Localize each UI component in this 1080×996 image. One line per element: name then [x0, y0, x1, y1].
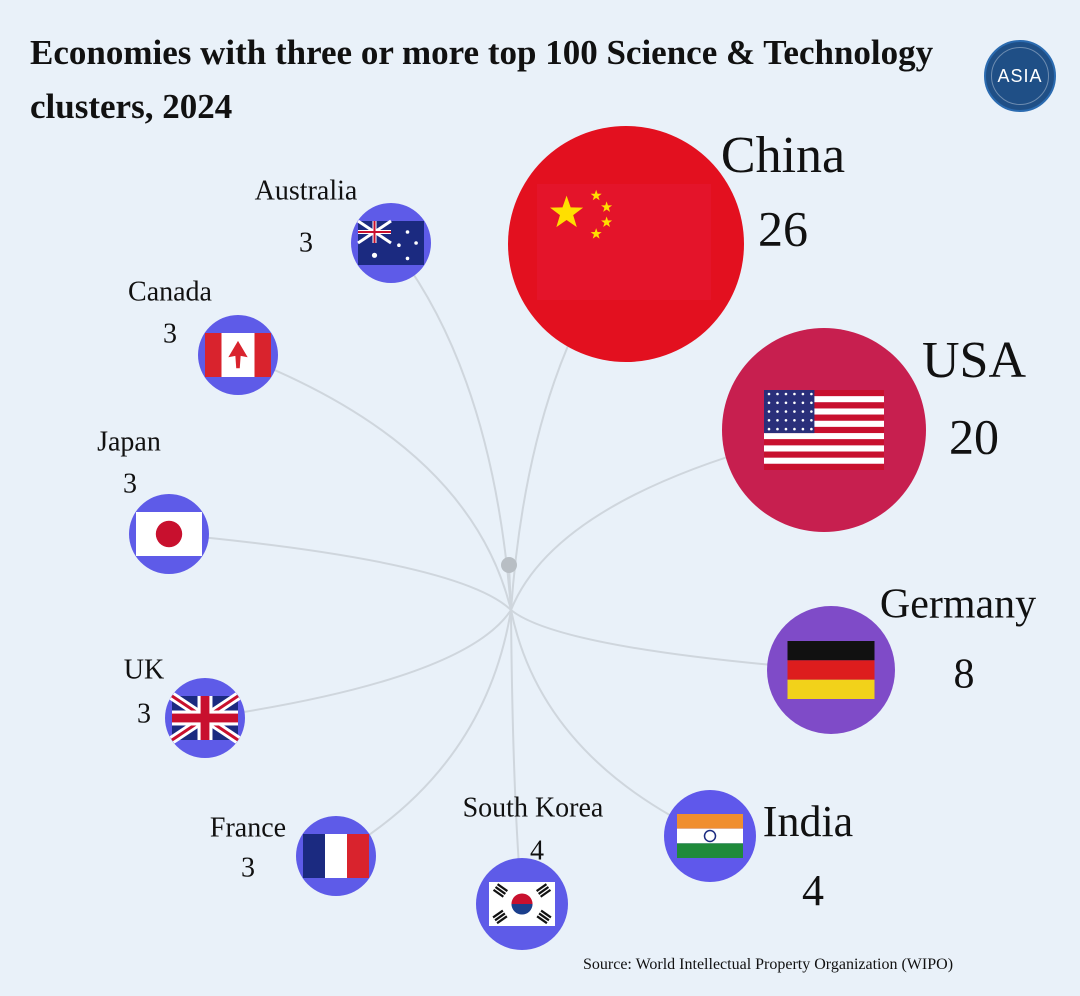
hub-node [501, 557, 517, 573]
label-australia: Australia [255, 175, 358, 206]
value-uk: 3 [137, 698, 151, 729]
link-india [510, 609, 711, 837]
india-flag-icon [677, 814, 743, 858]
bubble-japan: Japan 3 [97, 426, 209, 574]
link-france [335, 609, 512, 857]
bubble-canada: Canada 3 [128, 276, 278, 395]
uk-flag-icon [169, 692, 241, 744]
link-germany [510, 609, 832, 671]
label-japan: Japan [97, 426, 161, 457]
chart-title: Economies with three or more top 100 Sci… [30, 33, 934, 126]
link-canada [237, 354, 512, 611]
link-lines [168, 242, 832, 905]
value-germany: 8 [954, 652, 975, 698]
label-usa: USA [922, 332, 1026, 389]
country-nodes: China 26 USA 20 Germany 8 India 4 South Korea 4 Fr… [97, 126, 1036, 950]
link-uk [204, 609, 512, 719]
france-flag-icon [303, 834, 369, 878]
value-usa: 20 [949, 408, 999, 464]
label-india: India [763, 797, 853, 846]
japan-flag-icon [136, 512, 202, 556]
value-india: 4 [802, 866, 824, 915]
value-france: 3 [241, 852, 255, 883]
label-france: France [210, 812, 286, 843]
bubble-china: China 26 [508, 126, 845, 362]
value-china: 26 [758, 200, 808, 256]
link-australia [390, 242, 512, 611]
value-japan: 3 [123, 468, 137, 499]
source-note: Source: World Intellectual Property Orga… [583, 956, 954, 973]
australia-flag-icon [357, 219, 424, 265]
bubble-germany: Germany 8 [767, 582, 1036, 734]
label-canada: Canada [128, 276, 213, 307]
value-canada: 3 [163, 318, 177, 349]
germany-flag-icon [787, 641, 875, 699]
china-flag-icon [537, 184, 711, 300]
usa-flag-icon [764, 390, 884, 470]
value-australia: 3 [299, 227, 313, 258]
value-south-korea: 4 [530, 835, 544, 866]
link-japan [168, 533, 512, 611]
bubble-usa: USA 20 [722, 328, 1026, 532]
asia-logo-icon: ASIA [984, 40, 1056, 112]
bubble-uk: UK 3 [124, 654, 245, 758]
label-china: China [721, 127, 845, 184]
label-uk: UK [124, 654, 164, 685]
label-germany: Germany [880, 582, 1036, 628]
south-korea-flag-icon [489, 882, 555, 926]
bubble-france: France 3 [210, 812, 376, 896]
bubble-india: India 4 [664, 790, 853, 915]
bubble-south-korea: South Korea 4 [463, 792, 604, 950]
canada-flag-icon [205, 333, 271, 377]
label-south-korea: South Korea [463, 792, 604, 823]
bubble-australia: Australia 3 [255, 175, 431, 283]
